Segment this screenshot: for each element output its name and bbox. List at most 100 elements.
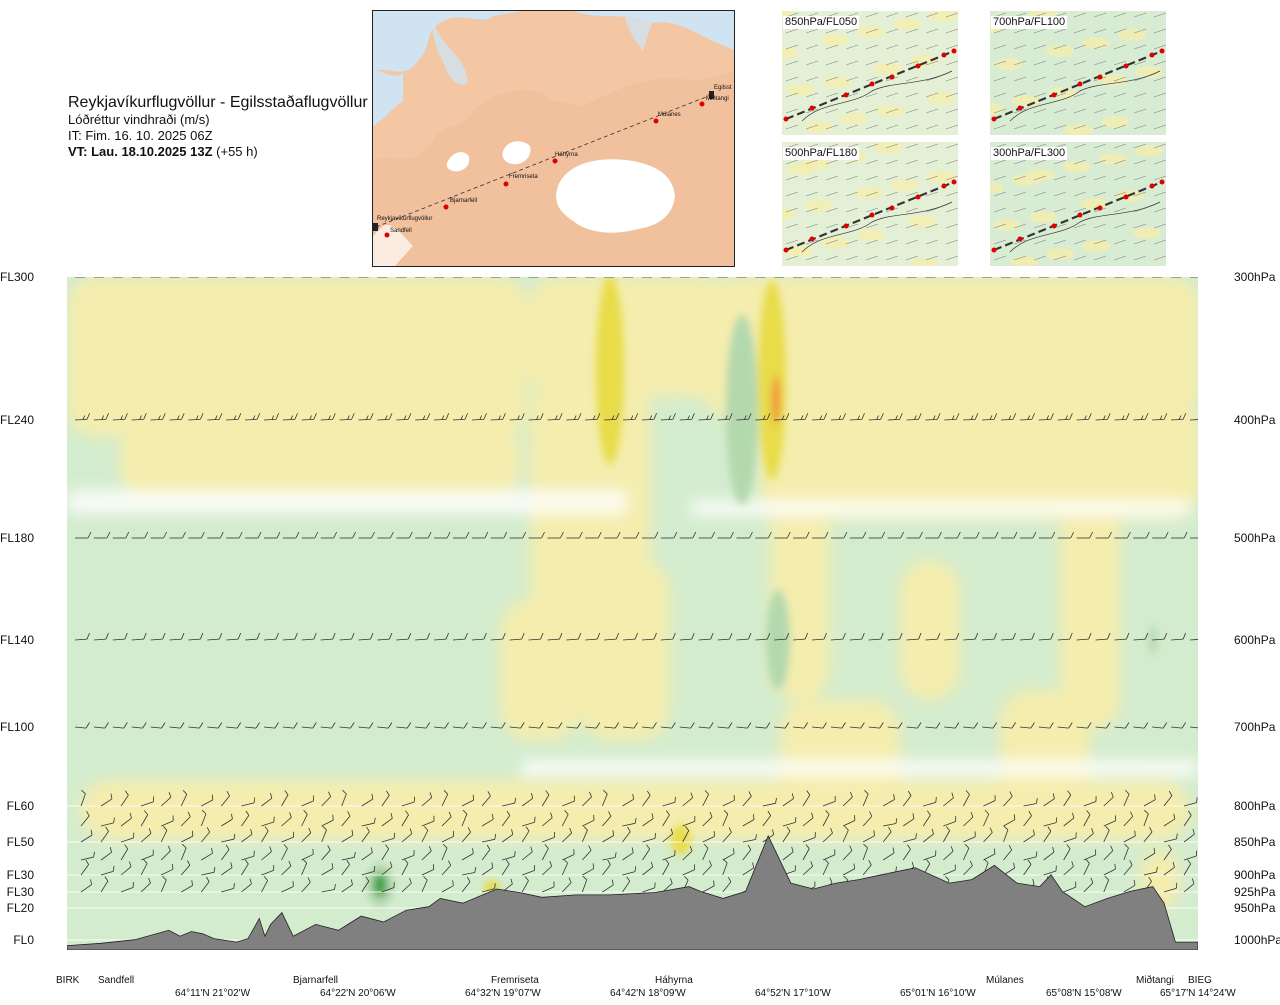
wind-barb [1123, 789, 1130, 807]
thumb-500-label: 500hPa/FL180 [783, 147, 860, 160]
wind-barb [923, 850, 937, 861]
wind-barb [1038, 722, 1054, 729]
wind-barb [140, 877, 151, 893]
wind-barb [1057, 531, 1075, 539]
wind-barb [320, 277, 332, 278]
wind-barb [602, 789, 608, 807]
wind-barb [241, 797, 256, 807]
wind-barb [161, 863, 174, 876]
wind-barb [585, 277, 596, 278]
wind-barb [642, 861, 654, 876]
route-point-label: BIRK [56, 975, 80, 986]
wind-barb [842, 815, 856, 827]
field-region [67, 490, 627, 514]
wind-barb [862, 843, 868, 861]
wind-barb [131, 722, 147, 729]
wind-barb [207, 531, 224, 539]
wind-barb [358, 722, 374, 729]
wind-barb [1114, 531, 1131, 539]
thumb-850[interactable]: 850hPa/FL050 [782, 11, 958, 135]
wind-barb [585, 632, 601, 641]
wind-barb [1043, 793, 1055, 807]
wind-barb [1171, 413, 1187, 421]
route-coordinate-label: 65°01'N 16°10'W [900, 988, 976, 999]
thumb-500[interactable]: 500hPa/FL180 [782, 142, 958, 266]
thumb-700[interactable]: 700hPa/FL100 [990, 11, 1166, 135]
wind-barb [358, 277, 369, 278]
wind-barb [207, 632, 223, 641]
wind-barb [1023, 829, 1035, 843]
wind-barb [140, 859, 148, 876]
wind-barb [742, 814, 755, 827]
wind-barb [1163, 862, 1175, 876]
wind-barb [169, 632, 185, 641]
wind-barb [396, 413, 412, 421]
wind-barb [396, 722, 412, 729]
wind-barb [415, 413, 431, 421]
wind-barb [301, 795, 314, 807]
wind-barb [140, 828, 152, 843]
wind-barb [169, 722, 185, 729]
wind-barb [755, 722, 771, 729]
wind-barb [180, 790, 188, 807]
wind-barb [868, 531, 886, 539]
wind-barb [868, 632, 884, 641]
wind-barb [547, 413, 563, 421]
wind-barb [679, 413, 695, 421]
wind-barb [698, 277, 710, 278]
wind-barb [1095, 531, 1112, 539]
wind-barb [401, 849, 415, 861]
thumb-300[interactable]: 300hPa/FL300 [990, 142, 1166, 266]
wind-barb [1023, 859, 1032, 876]
wind-barb [245, 277, 256, 278]
wind-barb [131, 531, 149, 539]
wind-barb [1123, 860, 1133, 876]
wind-barb [321, 845, 331, 861]
wind-barb [1023, 851, 1038, 861]
wind-barb [802, 861, 813, 876]
wind-barb [281, 844, 288, 861]
wind-barb [226, 531, 243, 539]
wind-barb [461, 827, 471, 843]
wind-barb [434, 632, 449, 641]
pressure-level-label: 500hPa [1234, 531, 1276, 545]
wind-barb [377, 632, 393, 641]
wind-barb [201, 876, 210, 893]
wind-barb [602, 852, 617, 861]
wind-barb [604, 632, 620, 641]
wind-barb [1003, 825, 1009, 843]
wind-barb [1103, 826, 1110, 843]
wind-barb [80, 829, 93, 843]
wind-barb [982, 722, 998, 729]
wind-barb [261, 864, 275, 876]
wind-barb [982, 531, 999, 539]
wind-barb [521, 876, 529, 893]
wind-barb [301, 531, 319, 539]
route-point-label: Fremriseta [491, 975, 539, 986]
wind-barb [339, 277, 351, 278]
wind-barb [201, 847, 213, 861]
field-core [772, 375, 780, 425]
wind-barb [221, 791, 230, 807]
wind-barb [421, 826, 429, 843]
wind-barb [482, 833, 497, 843]
field-region [500, 600, 580, 740]
wind-barb [528, 413, 544, 421]
wind-barb [1063, 790, 1072, 807]
wind-barb [1152, 722, 1168, 729]
wind-barb [722, 848, 735, 861]
wind-barb [1019, 413, 1035, 421]
wind-barb [547, 722, 563, 729]
wind-barb [100, 865, 115, 876]
wind-barb [1171, 722, 1186, 729]
wind-barb [281, 812, 292, 827]
wind-barb [561, 810, 569, 827]
wind-barb [562, 877, 572, 893]
wind-barb [642, 882, 656, 893]
field-region [1000, 690, 1090, 810]
wind-barb [862, 789, 869, 807]
wind-barb [1163, 882, 1178, 893]
wind-barb [1163, 833, 1178, 843]
wind-barb [421, 875, 428, 893]
wind-barb [698, 632, 714, 641]
